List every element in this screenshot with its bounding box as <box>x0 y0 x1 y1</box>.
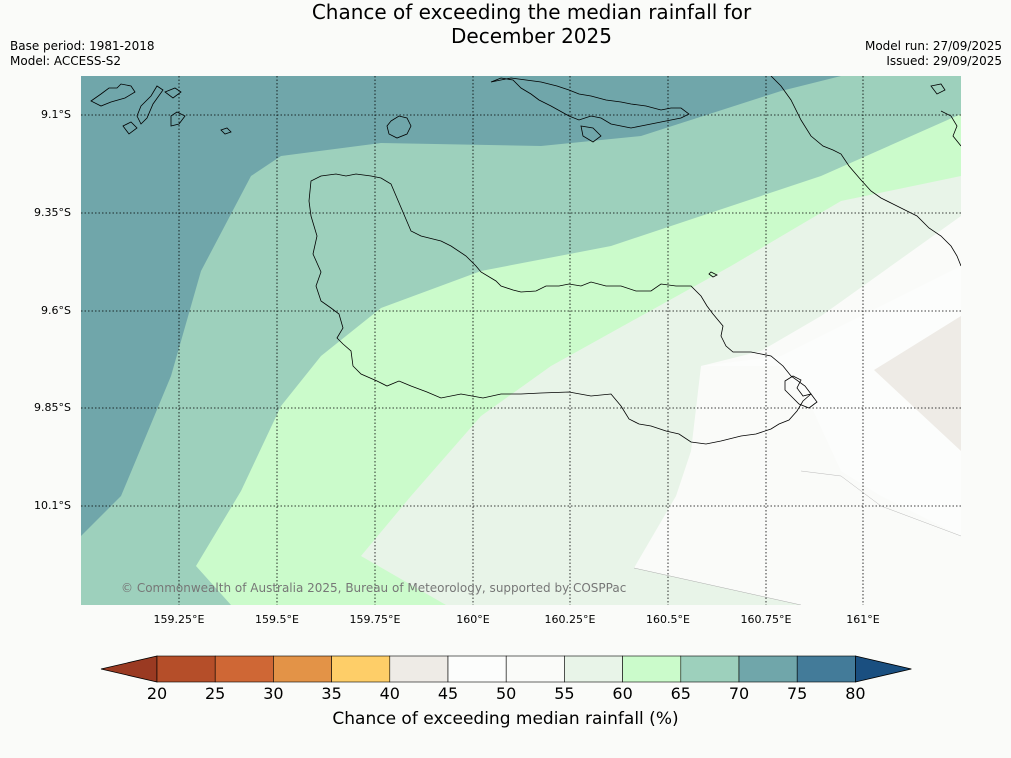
metadata-right: Model run: 27/09/2025 Issued: 29/09/2025 <box>865 39 1002 69</box>
lon-label-159-25: 159.25°E <box>153 613 205 626</box>
copyright-notice: © Commonwealth of Australia 2025, Bureau… <box>121 581 626 595</box>
lon-label-161: 161°E <box>846 613 880 626</box>
rainfall-probability-map: © Commonwealth of Australia 2025, Bureau… <box>81 76 961 605</box>
band-40-45 <box>874 316 961 451</box>
colorbar-tick-label: 75 <box>787 684 808 703</box>
lon-label-160: 160°E <box>456 613 490 626</box>
colorbar-segment <box>622 655 682 683</box>
model-label: Model: ACCESS-S2 <box>10 54 122 68</box>
colorbar-segment <box>214 655 274 683</box>
lat-label-10-1: 10.1°S <box>34 499 71 512</box>
lat-label-9-1: 9.1°S <box>41 108 71 121</box>
base-period-label: Base period: 1981-2018 <box>10 39 155 53</box>
colorbar-tick-label: 80 <box>845 684 866 703</box>
metadata-left: Base period: 1981-2018 Model: ACCESS-S2 <box>10 39 155 69</box>
colorbar-tick-label: 45 <box>437 684 459 703</box>
colorbar-segment <box>680 655 740 683</box>
colorbar-tick-label: 65 <box>670 684 691 703</box>
colorbar-segment <box>505 655 565 683</box>
map-title: Chance of exceeding the median rainfall … <box>0 0 1011 48</box>
colorbar-extend-high <box>855 655 912 683</box>
colorbar-segment <box>738 655 798 683</box>
colorbar-segment <box>796 655 856 683</box>
colorbar-segment <box>389 655 449 683</box>
lat-label-9-6: 9.6°S <box>41 304 71 317</box>
lon-label-160-75: 160.75°E <box>740 613 792 626</box>
colorbar-segment <box>447 655 507 683</box>
colorbar-tick-label: 35 <box>321 684 342 703</box>
colorbar-tick-label: 30 <box>263 684 284 703</box>
colorbar-segment <box>564 655 623 683</box>
colorbar-tick-label: 70 <box>728 684 750 703</box>
band-45-50 <box>701 266 961 536</box>
lon-label-159-75: 159.75°E <box>349 613 401 626</box>
colorbar-segment <box>273 655 332 683</box>
colorbar-segment <box>331 655 391 683</box>
colorbar-tick-label: 40 <box>379 684 400 703</box>
colorbar-segment <box>156 655 216 683</box>
issued-label: Issued: 29/09/2025 <box>886 54 1002 68</box>
title-line-2: December 2025 <box>451 24 612 48</box>
colorbar-extend-low <box>100 655 158 683</box>
graticule <box>81 76 961 605</box>
model-run-label: Model run: 27/09/2025 <box>864 39 1002 53</box>
colorbar-tick-label: 60 <box>612 684 633 703</box>
lat-label-9-35: 9.35°S <box>34 206 71 219</box>
colorbar-tick-label: 25 <box>205 684 226 703</box>
coastline <box>90 76 961 445</box>
title-line-1: Chance of exceeding the median rainfall … <box>311 0 752 24</box>
lon-label-159-5: 159.5°E <box>255 613 299 626</box>
colorbar-tick-label: 50 <box>496 684 517 703</box>
colorbar <box>100 655 912 683</box>
colorbar-title: Chance of exceeding median rainfall (%) <box>332 709 679 729</box>
lon-label-160-25: 160.25°E <box>544 613 596 626</box>
colorbar-tick-label: 20 <box>146 684 168 703</box>
colorbar-tick-label: 55 <box>554 684 575 703</box>
lon-label-160-5: 160.5°E <box>646 613 690 626</box>
lat-label-9-85: 9.85°S <box>34 401 71 414</box>
